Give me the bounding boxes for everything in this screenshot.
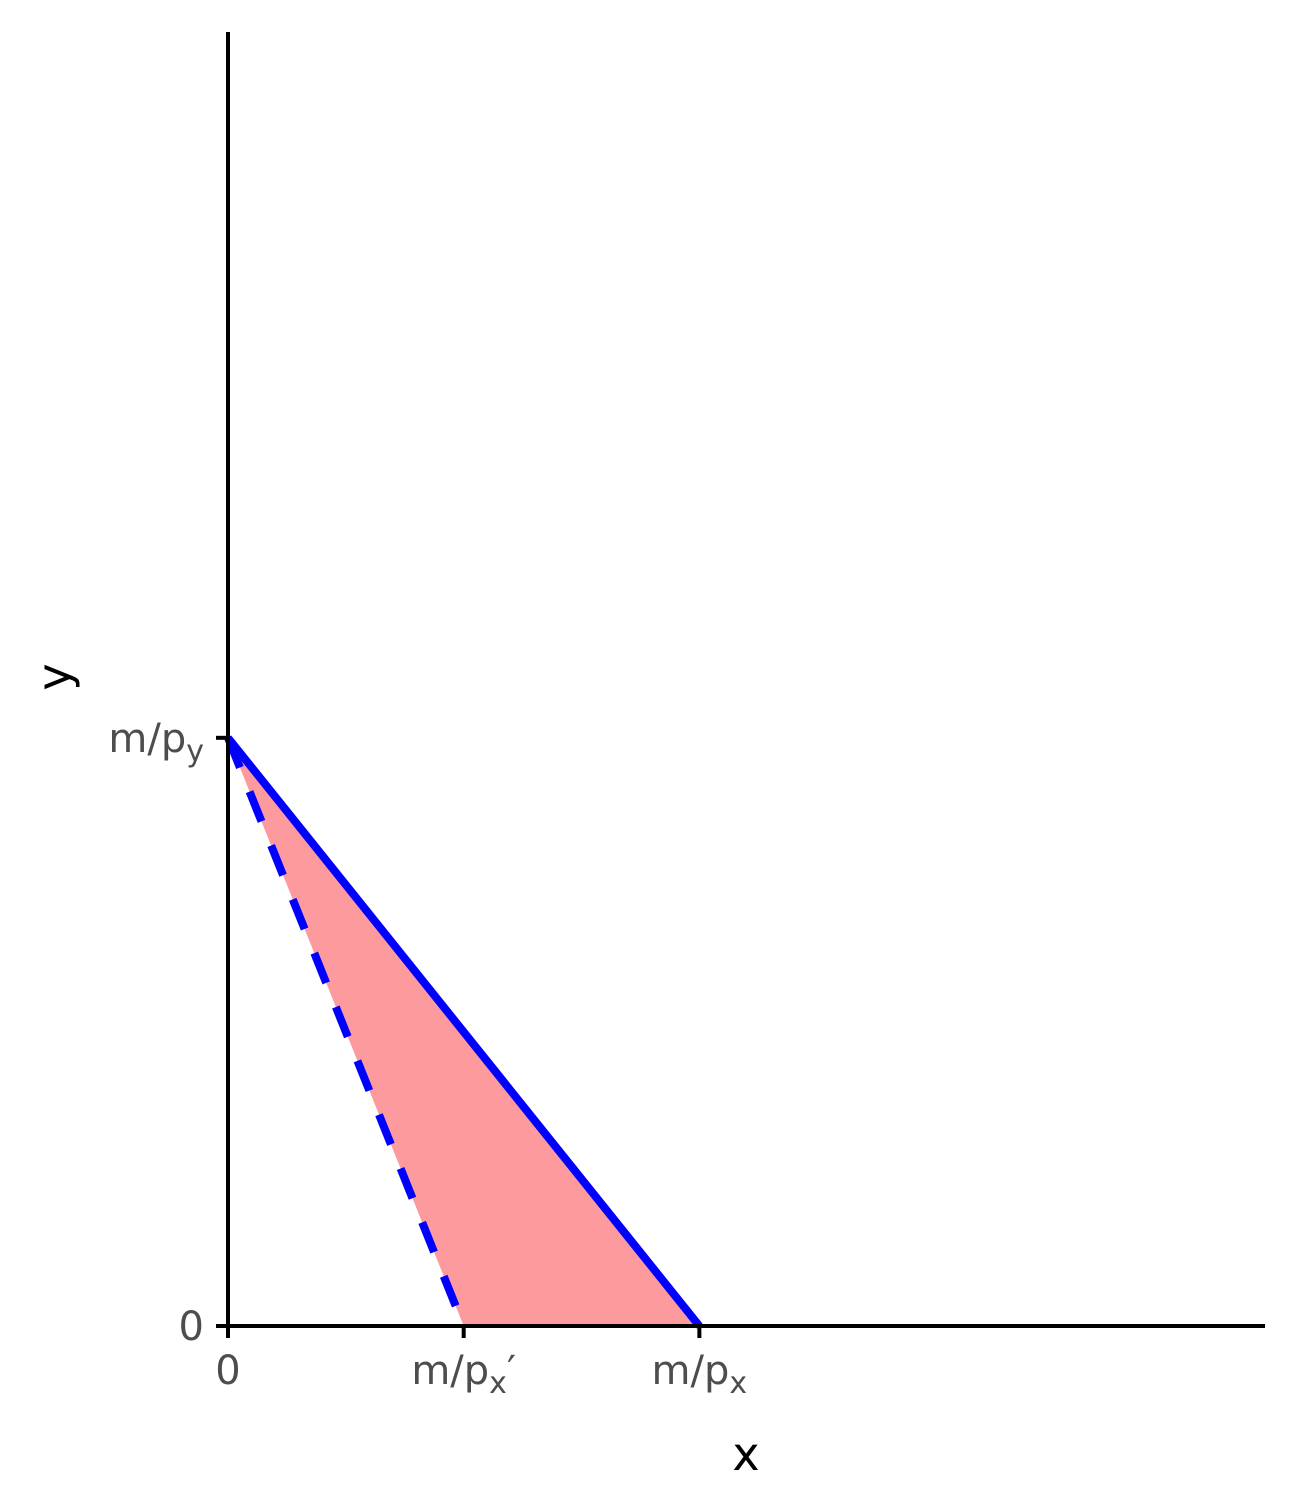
x-tick-label: m/px — [652, 1348, 748, 1401]
budget-line — [224, 735, 703, 1329]
x-axis-title: x — [732, 1427, 759, 1481]
x-tick-label: m/px′ — [411, 1348, 516, 1401]
budget-line — [224, 736, 468, 1328]
x-tick-label: 0 — [215, 1348, 240, 1394]
y-tick-label: m/py — [108, 716, 204, 769]
y-tick-label: 0 — [179, 1304, 204, 1350]
y-axis-title: y — [27, 663, 81, 690]
